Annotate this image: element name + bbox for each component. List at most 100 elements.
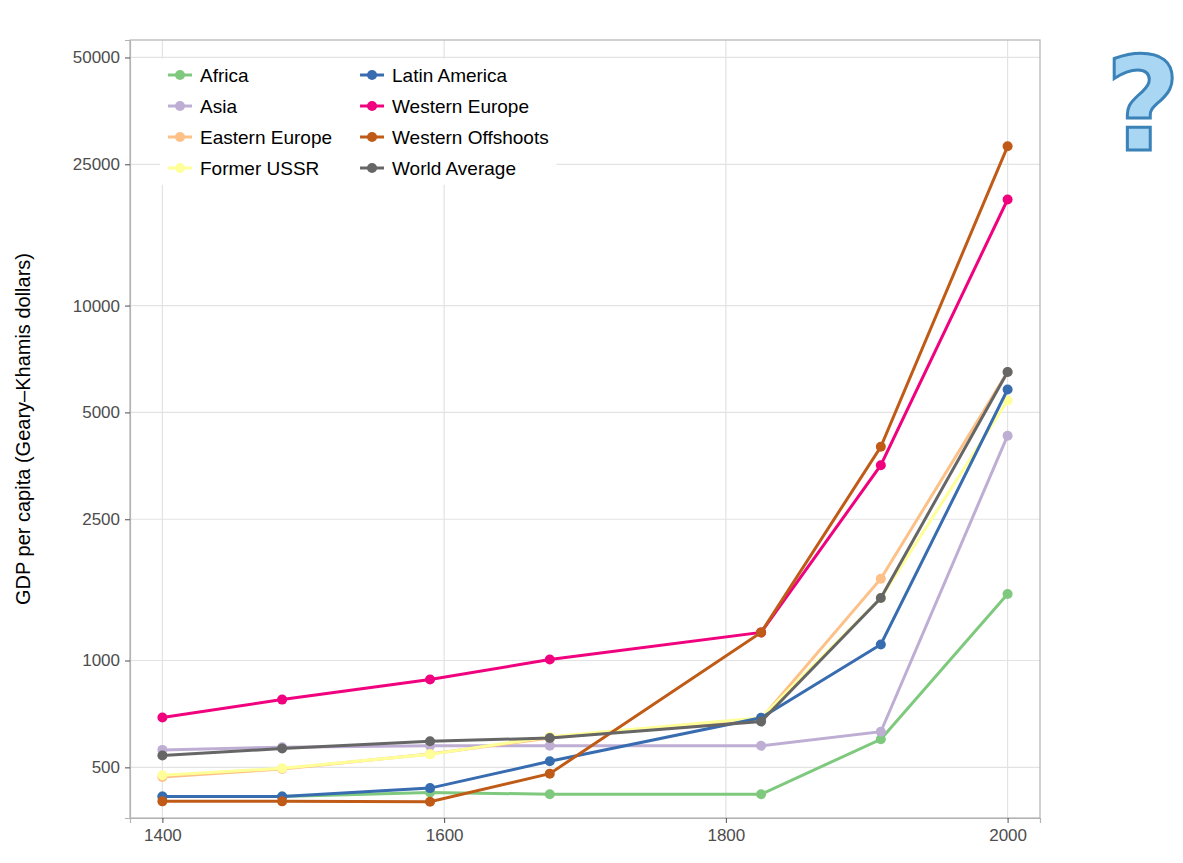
grid-line-y — [130, 519, 1040, 520]
legend-label: Western Europe — [392, 96, 529, 117]
series-point — [157, 770, 167, 780]
y-axis-tick-label: 10000 — [73, 297, 120, 316]
series-point — [277, 695, 287, 705]
x-axis-tick: 1600 — [426, 818, 464, 845]
y-axis-tick-mark — [125, 57, 130, 58]
x-axis-tick: 1400 — [144, 818, 182, 845]
y-axis-tick-mark — [125, 767, 130, 768]
y-axis-tick-label: 500 — [92, 758, 120, 777]
series-group — [157, 589, 1012, 802]
series-point — [545, 733, 555, 743]
x-axis-tick-mark — [1008, 818, 1009, 823]
legend-key-point — [175, 101, 185, 111]
series-point — [277, 796, 287, 806]
x-axis-tick-mark — [444, 818, 445, 823]
grid-line-x — [725, 40, 726, 818]
legend-entry: World Average — [360, 158, 516, 179]
series-point — [545, 769, 555, 779]
legend-label: Asia — [200, 96, 237, 117]
grid-line-y — [130, 660, 1040, 661]
series-point — [876, 727, 886, 737]
series-point — [876, 593, 886, 603]
series-point — [545, 733, 555, 743]
x-axis-tick-label: 1400 — [144, 826, 182, 845]
y-axis-title: GDP per capita (Geary–Khamis dollars) — [12, 253, 34, 605]
legend-label: Eastern Europe — [200, 127, 332, 148]
legend-entry: Eastern Europe — [168, 127, 332, 148]
grid-line-y — [130, 412, 1040, 413]
series-line — [162, 594, 1007, 797]
series-point — [545, 789, 555, 799]
y-axis-tick: 5000 — [82, 403, 130, 422]
series-point — [876, 639, 886, 649]
series-point — [1003, 141, 1013, 151]
series-point — [545, 655, 555, 665]
legend-key-point — [367, 70, 377, 80]
legend-entry: Africa — [168, 65, 249, 86]
y-axis-tick-mark — [125, 164, 130, 165]
series-point — [1003, 367, 1013, 377]
series-point — [425, 797, 435, 807]
y-axis-tick-label: 25000 — [73, 155, 120, 174]
legend-key-point — [175, 132, 185, 142]
legend-entry: Western Europe — [360, 96, 529, 117]
series-point — [425, 736, 435, 746]
series-line — [162, 372, 1007, 777]
legend-entry: Former USSR — [168, 158, 319, 179]
chart: 500 1000 2500 5000 10000 25000 50000 1400 1600 18… — [0, 0, 1183, 863]
series-point — [876, 442, 886, 452]
plot-background — [130, 40, 1040, 818]
series-point — [756, 717, 766, 727]
grid-line-x — [1007, 40, 1008, 818]
legend-label: World Average — [392, 158, 516, 179]
series-point — [425, 749, 435, 759]
series-point — [277, 764, 287, 774]
y-axis-tick: 1000 — [82, 651, 130, 670]
series-point — [425, 749, 435, 759]
y-axis-tick: 500 — [92, 758, 130, 777]
series-group — [157, 194, 1012, 722]
series-point — [277, 744, 287, 754]
grid — [130, 40, 1040, 818]
series-point — [425, 783, 435, 793]
x-axis-tick-mark — [726, 818, 727, 823]
plot-marks — [157, 141, 1012, 806]
y-axis-tick-label: 2500 — [82, 510, 120, 529]
series-line — [162, 146, 1007, 801]
y-axis-tick-mark — [125, 412, 130, 413]
y-axis-tick: 50000 — [73, 48, 130, 67]
legend-key-point — [367, 101, 377, 111]
x-axis-line — [131, 819, 1041, 824]
legend-label: Latin America — [392, 65, 508, 86]
series-point — [1003, 431, 1013, 441]
y-axis-tick-mark — [125, 306, 130, 307]
legend-label: Africa — [200, 65, 249, 86]
series-point — [157, 750, 167, 760]
series-point — [1003, 194, 1013, 204]
y-axis-line — [125, 41, 131, 819]
series-point — [756, 627, 766, 637]
legend-key-point — [367, 132, 377, 142]
series-group — [157, 396, 1012, 781]
series-line — [162, 372, 1007, 756]
series-point — [876, 460, 886, 470]
series-line — [162, 436, 1007, 750]
x-axis-tick-label: 1600 — [426, 826, 464, 845]
legend: Africa Asia Eastern Europe Former USSR Latin… — [160, 59, 557, 185]
y-axis-tick-label: 5000 — [82, 403, 120, 422]
series-point — [545, 756, 555, 766]
y-axis-tick: 25000 — [73, 155, 130, 174]
legend-key-point — [367, 163, 377, 173]
series-point — [157, 796, 167, 806]
legend-entry: Asia — [168, 96, 237, 117]
series-point — [157, 712, 167, 722]
series-point — [277, 763, 287, 773]
series-point — [876, 593, 886, 603]
x-axis-tick: 1800 — [707, 818, 745, 845]
legend-key-point — [175, 163, 185, 173]
y-axis-tick: 2500 — [82, 510, 130, 529]
x-axis-tick: 2000 — [989, 818, 1027, 845]
series-group — [157, 367, 1012, 761]
y-axis-tick-mark — [125, 519, 130, 520]
series-point — [756, 741, 766, 751]
